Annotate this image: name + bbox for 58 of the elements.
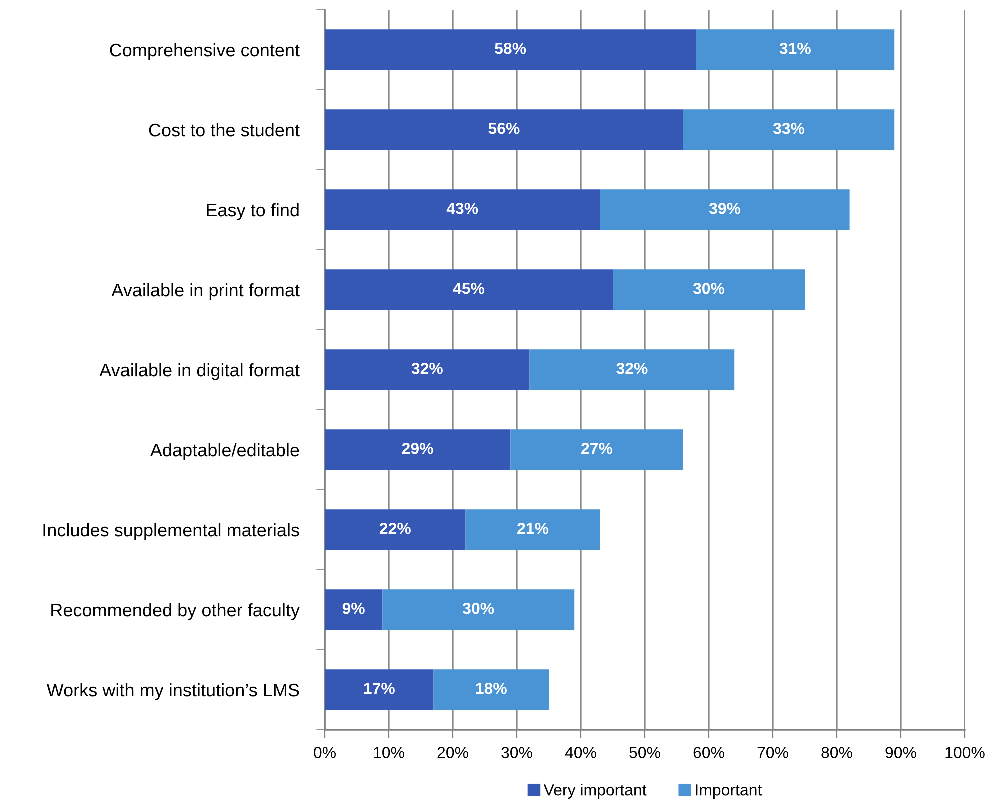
legend-label: Important <box>696 784 762 799</box>
data-label: 18% <box>476 682 507 694</box>
data-label: 56% <box>488 122 520 134</box>
y-tick-label: Recommended by other faculty <box>52 603 300 620</box>
bar <box>434 670 549 710</box>
bar <box>466 510 600 550</box>
bar <box>325 110 684 150</box>
x-tick-label: 100% <box>946 747 985 758</box>
legend-label: Very important <box>544 784 647 799</box>
bar <box>530 350 735 390</box>
data-label: 17% <box>364 683 395 694</box>
y-tick-label: Easy to find <box>207 203 299 220</box>
x-tick-label: 50% <box>630 747 660 758</box>
x-tick-label: 90% <box>886 747 916 758</box>
y-tick-label: Comprehensive content <box>110 43 300 60</box>
data-label: 39% <box>709 202 741 214</box>
data-label: 43% <box>446 202 478 214</box>
bar <box>325 430 511 470</box>
bar <box>325 30 696 70</box>
x-tick-label: 0% <box>314 747 336 758</box>
data-label: 31% <box>780 42 811 54</box>
data-label: 29% <box>402 442 434 454</box>
bar <box>613 270 805 310</box>
data-label: 33% <box>773 122 805 134</box>
x-tick-label: 10% <box>374 747 404 758</box>
x-tick-label: 20% <box>438 747 468 758</box>
bar <box>325 510 466 550</box>
data-label: 21% <box>518 522 549 534</box>
data-label: 45% <box>453 283 485 294</box>
bar <box>325 350 530 390</box>
y-tick-label: Available in digital format <box>100 363 300 380</box>
bar <box>325 590 383 630</box>
x-tick-label: 40% <box>565 747 596 758</box>
bar <box>683 110 895 150</box>
bar <box>325 270 613 310</box>
y-tick-label: Cost to the student <box>149 123 300 137</box>
data-label: 58% <box>495 42 526 54</box>
y-tick-label: Works with my institution’s LMS <box>46 683 300 700</box>
bar <box>600 190 850 230</box>
data-label: 30% <box>693 282 725 294</box>
y-tick-label: Adaptable/editable <box>150 443 300 460</box>
data-label: 30% <box>462 602 494 614</box>
data-label: 9% <box>342 602 365 614</box>
bar <box>510 430 684 470</box>
data-label: 32% <box>412 362 443 374</box>
bar <box>696 30 895 70</box>
y-tick-label: Available in print format <box>112 283 300 300</box>
bar <box>325 670 434 710</box>
x-tick-label: 70% <box>758 747 788 758</box>
data-label: 22% <box>380 522 411 534</box>
x-tick-label: 60% <box>694 747 724 758</box>
bar <box>382 590 575 630</box>
x-tick-label: 30% <box>502 747 532 758</box>
y-tick-label: Includes supplemental materials <box>44 523 300 540</box>
bar <box>325 190 600 230</box>
data-label: 27% <box>582 442 613 454</box>
x-tick-label: 80% <box>822 747 852 758</box>
data-label: 32% <box>616 362 648 374</box>
